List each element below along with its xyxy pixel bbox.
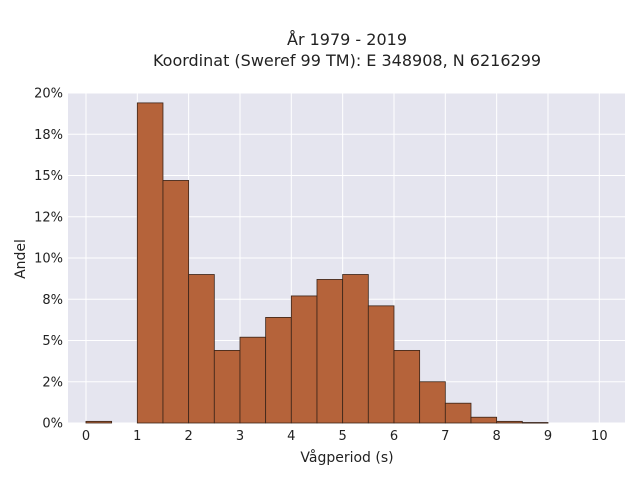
histogram-bar bbox=[367, 305, 395, 424]
histogram-bar bbox=[470, 416, 498, 424]
bars bbox=[85, 102, 549, 424]
y-tick-label: 0% bbox=[42, 417, 63, 432]
y-axis-ticks: 0% 2% 5% 8% 10% 12% 15% 18% 20% bbox=[34, 87, 63, 432]
x-tick-label: 1 bbox=[133, 429, 141, 444]
y-axis-label: Andel bbox=[13, 239, 29, 279]
x-tick-label: 10 bbox=[591, 429, 608, 444]
x-tick-label: 6 bbox=[390, 429, 398, 444]
histogram-bar bbox=[85, 420, 113, 424]
histogram-bar bbox=[239, 336, 267, 424]
chart-title-line-1: År 1979 - 2019 bbox=[287, 30, 407, 49]
x-tick-label: 3 bbox=[236, 429, 244, 444]
histogram-bar bbox=[265, 316, 292, 424]
x-tick-label: 2 bbox=[184, 429, 192, 444]
x-tick-label: 4 bbox=[287, 429, 295, 444]
y-tick-label: 8% bbox=[42, 293, 63, 308]
x-tick-label: 0 bbox=[82, 429, 90, 444]
histogram-bar bbox=[444, 402, 472, 424]
histogram-bar bbox=[213, 349, 241, 424]
y-tick-label: 18% bbox=[34, 128, 63, 143]
histogram-bar bbox=[162, 180, 190, 424]
y-tick-label: 12% bbox=[34, 210, 63, 225]
y-tick-label: 20% bbox=[34, 87, 63, 102]
x-axis-label: Vågperiod (s) bbox=[300, 449, 393, 466]
x-tick-label: 8 bbox=[493, 429, 501, 444]
histogram-bar bbox=[342, 274, 369, 424]
y-tick-label: 15% bbox=[34, 169, 63, 184]
x-tick-label: 7 bbox=[441, 429, 449, 444]
x-axis-ticks: 0 1 2 3 4 5 6 7 8 9 10 bbox=[82, 429, 608, 444]
histogram-bar bbox=[496, 420, 523, 424]
x-tick-label: 5 bbox=[339, 429, 347, 444]
x-tick-label: 9 bbox=[544, 429, 552, 444]
y-tick-label: 5% bbox=[42, 334, 63, 349]
histogram-bar bbox=[136, 102, 164, 424]
histogram-bar bbox=[521, 422, 549, 424]
histogram-bar bbox=[419, 381, 446, 424]
histogram-bar bbox=[393, 349, 421, 424]
chart-title-line-2: Koordinat (Sweref 99 TM): E 348908, N 62… bbox=[153, 51, 541, 70]
y-tick-label: 10% bbox=[34, 252, 63, 267]
histogram-bar bbox=[316, 279, 344, 424]
y-tick-label: 2% bbox=[42, 375, 63, 390]
histogram-bar bbox=[188, 274, 215, 424]
histogram-bar bbox=[290, 295, 318, 424]
